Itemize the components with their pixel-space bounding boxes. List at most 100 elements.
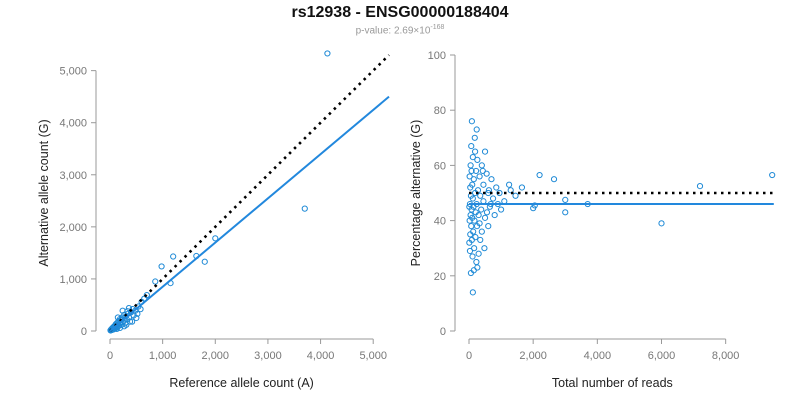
data-point [507, 187, 514, 194]
x-tick-label: 1,000 [149, 350, 177, 362]
y-tick-label: 2,000 [59, 222, 87, 234]
data-point [469, 253, 476, 260]
p-value-base: 10 [419, 25, 431, 37]
y-axis-label: Alternative allele count (G) [37, 119, 51, 266]
data-point [114, 314, 121, 321]
data-point [474, 264, 481, 271]
data-point [562, 209, 569, 216]
x-tick-label: 8,000 [712, 350, 740, 362]
y-tick-label: 100 [428, 50, 446, 62]
x-axis-label: Reference allele count (A) [169, 376, 314, 390]
data-point [201, 258, 208, 265]
data-point [466, 173, 473, 180]
data-point [481, 148, 489, 155]
x-tick-label: 4,000 [307, 350, 335, 362]
data-point [483, 209, 491, 216]
data-point [471, 245, 478, 252]
data-point [769, 171, 776, 179]
data-point [170, 253, 177, 260]
data-point [478, 228, 485, 235]
data-point [497, 206, 505, 213]
data-point [493, 184, 500, 191]
x-axis-label: Total number of reads [552, 376, 673, 390]
data-point [125, 304, 133, 312]
data-point [471, 134, 478, 141]
chart-subtitle: p-value: 2.69×10-168 [0, 24, 800, 36]
p-value-mantissa: p-value: 2.69 [355, 25, 414, 37]
data-point [477, 192, 484, 199]
data-point [468, 223, 475, 230]
fit-line [109, 95, 390, 332]
data-point [466, 217, 473, 224]
x-tick-label: 0 [466, 350, 472, 362]
data-point [491, 211, 498, 219]
data-point [475, 250, 482, 257]
data-point [116, 324, 124, 331]
data-point [473, 126, 480, 133]
data-point [536, 171, 543, 179]
p-value-times: × [413, 25, 420, 37]
data-point [133, 314, 140, 322]
y-tick-label: 40 [434, 216, 446, 228]
y-tick-label: 20 [434, 271, 446, 283]
data-point [489, 195, 497, 202]
data-point [481, 245, 488, 252]
data-point [476, 220, 483, 227]
data-point [469, 289, 476, 296]
data-point [467, 269, 475, 277]
data-point [107, 327, 114, 334]
data-point [488, 176, 495, 183]
data-point [485, 223, 492, 230]
data-point [477, 236, 484, 244]
data-point [467, 162, 474, 169]
data-point [467, 231, 474, 238]
reference-line [109, 54, 390, 332]
chart-title: rs12938 - ENSG00000188404 [291, 4, 509, 21]
data-point [152, 278, 159, 285]
x-tick-label: 3,000 [254, 350, 282, 362]
data-point [468, 118, 475, 125]
y-axis-label: Percentage alternative (G) [409, 120, 423, 267]
data-point [129, 318, 136, 325]
data-point [496, 189, 503, 197]
data-point [658, 220, 665, 227]
y-tick-label: 4,000 [59, 118, 87, 130]
data-point [472, 167, 480, 175]
y-tick-label: 0 [440, 326, 446, 338]
data-point [470, 176, 477, 183]
data-point [550, 176, 558, 183]
data-point [478, 162, 485, 169]
data-point [531, 202, 538, 209]
data-point [212, 235, 219, 242]
data-point [466, 247, 474, 255]
y-tick-label: 1,000 [59, 274, 87, 286]
data-point [474, 156, 481, 163]
x-tick-label: 4,000 [584, 350, 612, 362]
x-tick-label: 5,000 [359, 350, 387, 362]
data-point [324, 50, 331, 57]
data-point [467, 184, 474, 191]
x-tick-label: 6,000 [648, 350, 676, 362]
data-point [480, 181, 487, 188]
p-value-exponent: -168 [430, 24, 445, 31]
data-point [468, 142, 475, 150]
y-tick-label: 60 [434, 160, 446, 172]
y-tick-label: 5,000 [59, 66, 87, 78]
data-point [472, 209, 479, 216]
data-point [562, 196, 569, 203]
data-point [506, 181, 513, 188]
x-tick-label: 0 [107, 350, 113, 362]
y-tick-label: 3,000 [59, 170, 87, 182]
data-point [466, 239, 473, 246]
data-point [485, 187, 492, 194]
y-tick-label: 0 [81, 326, 87, 338]
y-tick-label: 80 [434, 105, 446, 117]
data-point [473, 258, 480, 266]
data-point [472, 234, 479, 241]
data-point [479, 167, 486, 175]
data-point [481, 214, 489, 221]
data-point [478, 206, 485, 213]
data-point [471, 148, 479, 155]
